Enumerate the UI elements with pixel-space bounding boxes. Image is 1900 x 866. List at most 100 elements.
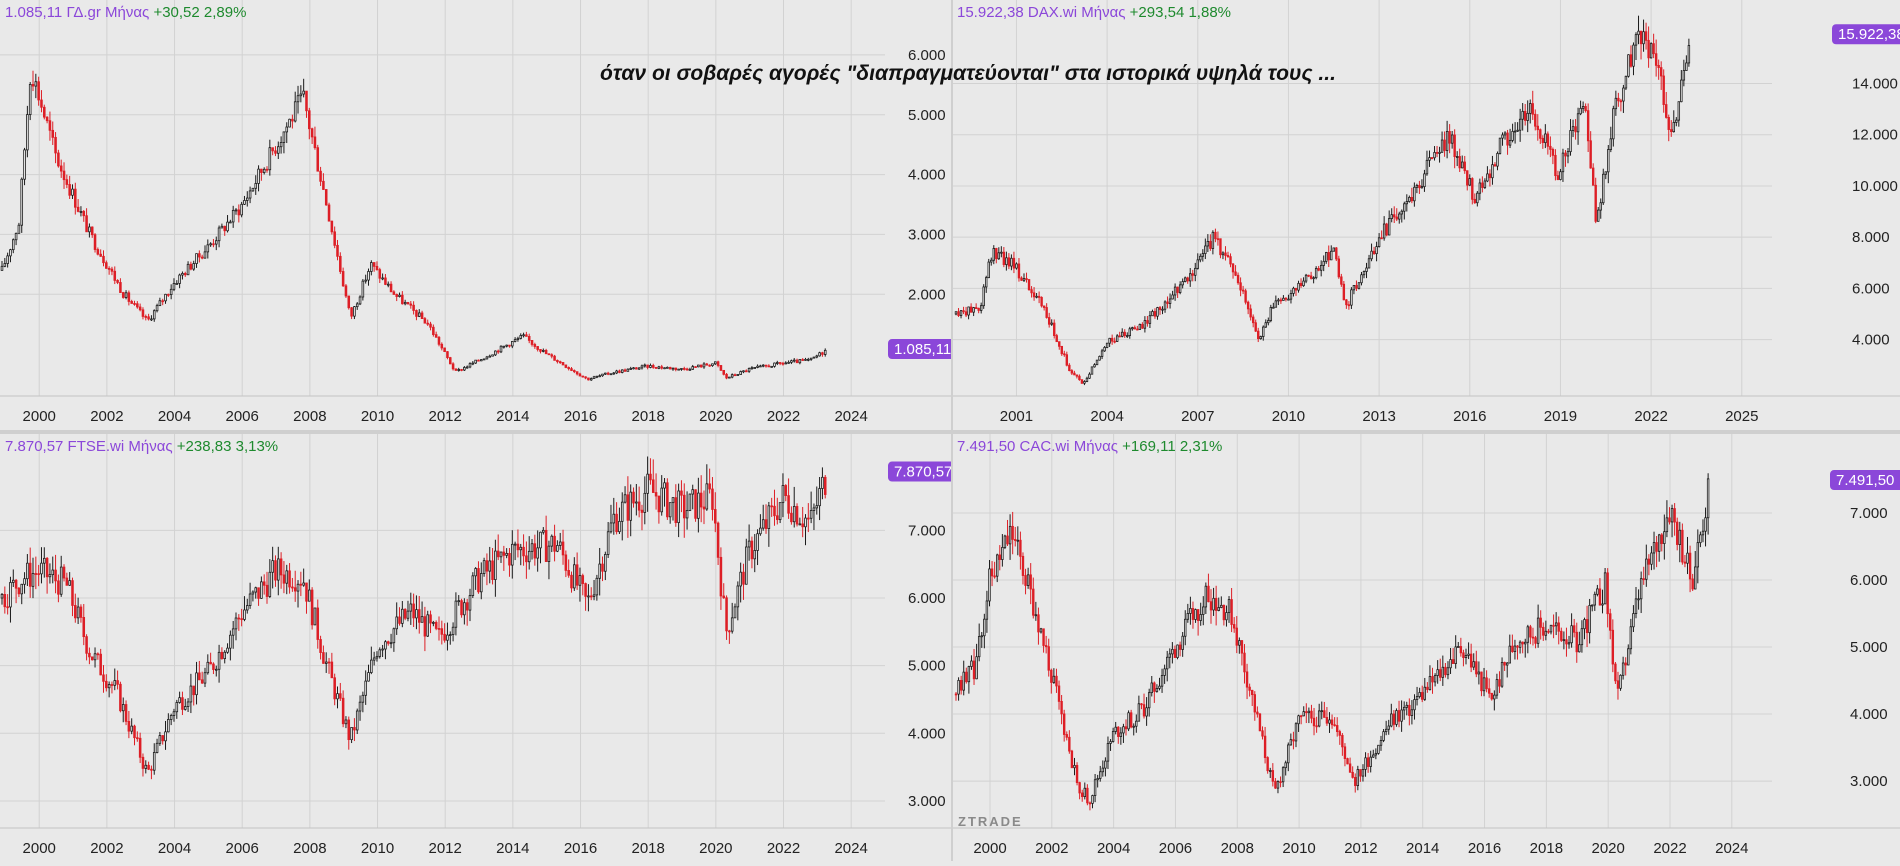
candle xyxy=(1516,645,1519,648)
candle xyxy=(392,628,396,644)
candle xyxy=(31,573,35,587)
candle xyxy=(386,641,390,644)
candle xyxy=(725,597,728,632)
candle xyxy=(1016,539,1020,542)
candle xyxy=(1199,255,1202,261)
candle xyxy=(1281,767,1285,783)
candle xyxy=(1541,137,1545,144)
candle xyxy=(980,635,983,638)
candle xyxy=(761,519,765,529)
candle xyxy=(1400,210,1403,215)
candle xyxy=(65,577,69,586)
candle xyxy=(761,364,765,367)
candle xyxy=(471,362,475,365)
candle xyxy=(88,226,91,233)
candle xyxy=(1569,130,1572,153)
candle xyxy=(1221,252,1225,256)
candle xyxy=(1678,529,1681,545)
candle xyxy=(248,190,252,199)
chart-header: 7.870,57 FTSE.wi Μήνας +238,83 3,13% xyxy=(5,438,278,455)
candle xyxy=(1271,770,1275,782)
candle xyxy=(977,307,980,311)
candle xyxy=(1246,301,1250,310)
candle xyxy=(454,600,458,628)
candle xyxy=(158,300,162,307)
candle xyxy=(1081,792,1084,797)
candle xyxy=(1642,31,1645,45)
candle xyxy=(1276,781,1280,789)
candle xyxy=(962,671,965,691)
candle xyxy=(699,364,703,368)
candle xyxy=(1047,646,1050,671)
candle xyxy=(1390,214,1393,220)
x-tick-label: 2022 xyxy=(1653,840,1686,857)
candle xyxy=(1226,255,1230,258)
x-tick-label: 2014 xyxy=(496,840,529,857)
candle xyxy=(1670,508,1674,523)
candle xyxy=(178,697,181,703)
candle xyxy=(1007,257,1011,267)
candle xyxy=(1392,713,1396,725)
candle xyxy=(1030,289,1033,294)
candle xyxy=(1027,279,1031,291)
candle xyxy=(313,136,317,149)
candle xyxy=(823,476,827,495)
candle xyxy=(654,367,658,369)
candle xyxy=(1616,680,1620,689)
candle xyxy=(674,367,678,371)
candle xyxy=(1040,297,1043,307)
candle xyxy=(152,310,156,320)
candle xyxy=(1075,764,1079,783)
chart-header: 15.922,38 DAX.wi Μήνας +293,54 1,88% xyxy=(957,4,1231,21)
candle xyxy=(172,711,176,716)
candle xyxy=(1539,617,1542,628)
candle xyxy=(3,263,7,267)
candle xyxy=(1289,293,1293,300)
candle xyxy=(1264,322,1267,328)
candle xyxy=(183,706,187,710)
candle xyxy=(1559,171,1562,180)
candle xyxy=(192,685,195,696)
candle xyxy=(1337,258,1341,278)
candle xyxy=(90,226,94,236)
candle xyxy=(1657,64,1660,68)
candle xyxy=(43,557,46,564)
candle xyxy=(1362,271,1366,276)
candle xyxy=(1099,771,1102,779)
candle xyxy=(801,523,804,528)
candle xyxy=(417,312,421,317)
candle xyxy=(451,626,455,635)
candle xyxy=(254,587,258,593)
candle xyxy=(370,659,373,673)
y-tick-label: 8.000 xyxy=(1852,229,1890,246)
candle xyxy=(809,510,813,519)
candle xyxy=(542,349,545,352)
candle xyxy=(1194,609,1197,620)
candle xyxy=(1225,612,1228,621)
candle xyxy=(499,551,503,558)
candle xyxy=(781,362,785,365)
candle xyxy=(1549,145,1552,150)
instrument-name: 7.491,50 CAC.wi Μήνας xyxy=(957,438,1122,455)
candle xyxy=(1444,666,1447,676)
candle xyxy=(355,710,359,731)
candle xyxy=(1259,336,1262,340)
candle xyxy=(164,731,167,742)
candle xyxy=(997,252,1001,260)
candle xyxy=(20,583,24,595)
candle xyxy=(1477,671,1481,675)
candle xyxy=(110,684,114,686)
candle xyxy=(595,375,599,378)
horizontal-divider xyxy=(0,430,1900,434)
candle xyxy=(76,606,80,619)
candle xyxy=(1483,180,1487,188)
candle xyxy=(1128,328,1131,336)
candle xyxy=(79,211,83,213)
candle xyxy=(969,306,973,313)
candle xyxy=(1287,298,1290,301)
x-tick-label: 2010 xyxy=(1282,840,1315,857)
candle xyxy=(448,634,452,636)
candle xyxy=(48,120,52,131)
candle xyxy=(288,570,291,588)
candle xyxy=(1566,151,1570,157)
